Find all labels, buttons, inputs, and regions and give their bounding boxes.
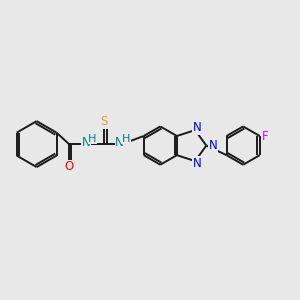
Text: H: H (88, 134, 97, 144)
Text: N: N (81, 136, 90, 149)
Text: N: N (208, 139, 217, 152)
Text: O: O (64, 160, 74, 173)
Text: N: N (193, 121, 202, 134)
Text: H: H (122, 134, 130, 144)
Text: S: S (101, 115, 108, 128)
Text: F: F (262, 130, 268, 142)
Text: N: N (115, 136, 124, 149)
Text: N: N (193, 157, 202, 170)
